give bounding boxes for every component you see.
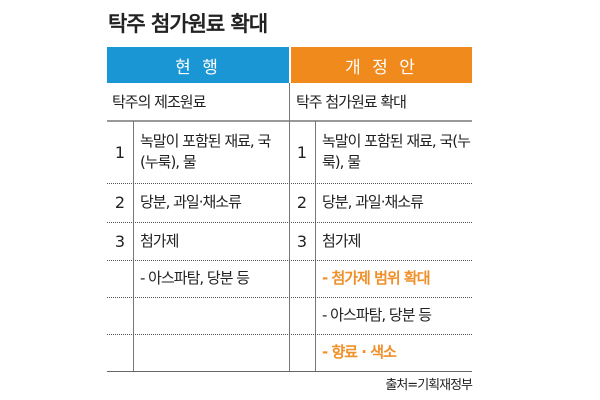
current-row-number — [107, 334, 133, 371]
column-divider — [289, 83, 290, 371]
proposal-subheader: 탁주 첨가원료 확대 — [296, 93, 407, 111]
row-divider — [107, 334, 472, 335]
proposal-header: 개 정 안 — [291, 47, 472, 83]
current-row-number: 3 — [114, 231, 126, 251]
current-row-text — [140, 297, 285, 334]
proposal-row-text: 당분, 과일·채소류 — [322, 193, 424, 211]
table-bottom-line — [107, 371, 472, 372]
current-subheader: 탁주의 제조원료 — [112, 93, 206, 111]
current-row-text: 첨가제 — [140, 231, 179, 250]
row-divider — [107, 222, 472, 223]
current-row-text: 녹말이 포함된 재료, 국(누룩), 물 — [140, 132, 271, 171]
current-header: 현 행 — [107, 47, 289, 83]
page-title: 탁주 첨가원료 확대 — [108, 12, 268, 36]
row-divider — [107, 183, 472, 184]
current-number-divider — [133, 121, 134, 371]
row-divider — [107, 297, 472, 298]
proposal-row-number: 3 — [296, 231, 308, 251]
proposal-row-number — [289, 334, 315, 371]
current-row-number: 2 — [114, 193, 126, 212]
proposal-row-text: - 향료 · 색소 — [322, 343, 397, 361]
current-row-text: - 아스파탐, 당분 등 — [140, 269, 250, 287]
current-row-text: 당분, 과일·채소류 — [140, 193, 242, 211]
proposal-row-number: 1 — [296, 142, 308, 162]
source-note: 출처=기획재정부 — [385, 378, 473, 393]
proposal-row-text: 녹말이 포함된 재료, 국(누룩), 물 — [322, 132, 471, 171]
proposal-row-text: 첨가제 — [322, 231, 361, 250]
current-row-number — [107, 260, 133, 297]
current-row-text — [140, 334, 285, 371]
proposal-row-text: - 아스파탐, 당분 등 — [322, 306, 432, 324]
proposal-number-divider — [315, 121, 316, 371]
proposal-row-number — [289, 260, 315, 297]
proposal-row-number: 2 — [296, 193, 308, 212]
row-divider — [107, 260, 472, 261]
proposal-row-number — [289, 297, 315, 334]
current-row-number: 1 — [114, 142, 126, 162]
proposal-row-text: - 첨가제 범위 확대 — [322, 269, 431, 287]
current-row-number — [107, 297, 133, 334]
